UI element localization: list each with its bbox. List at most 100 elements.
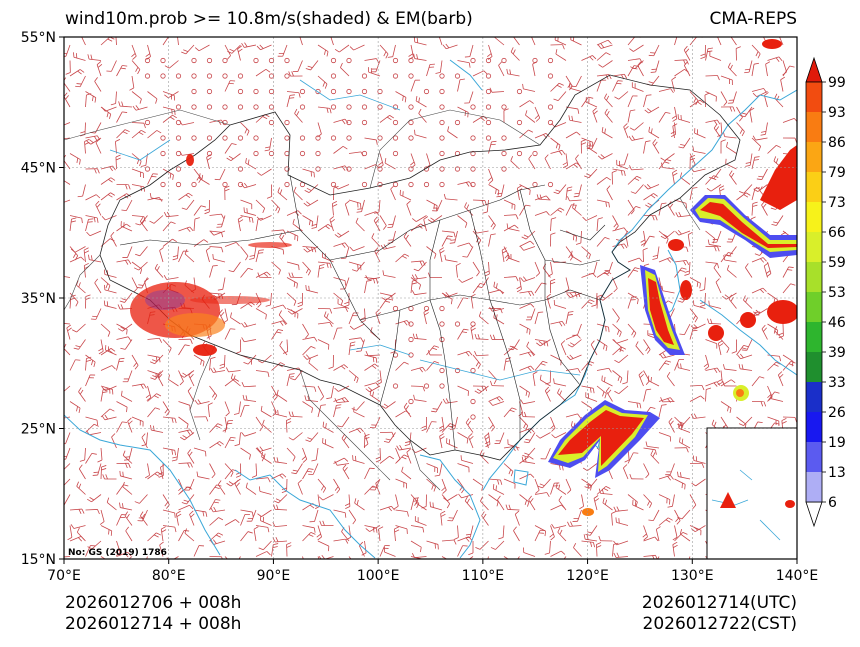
wind-barb <box>162 221 176 232</box>
wind-barb <box>472 354 481 369</box>
wind-barb <box>348 261 362 271</box>
wind-barb <box>276 389 288 402</box>
wind-barb <box>297 479 303 495</box>
wind-barb <box>756 168 768 180</box>
wind-barb <box>534 106 541 122</box>
wind-barb <box>178 192 193 201</box>
wind-barb <box>427 350 443 356</box>
wind-barb <box>717 340 724 356</box>
wind-barb <box>449 230 458 244</box>
wind-barb <box>426 361 440 371</box>
wind-barb <box>457 60 471 68</box>
wind-barb <box>650 60 660 73</box>
wind-barb <box>287 308 303 315</box>
wind-barb <box>178 401 191 411</box>
wind-barb <box>474 351 489 357</box>
wind-barb <box>691 478 706 487</box>
wind-barb <box>162 525 177 533</box>
wind-barb <box>99 509 105 525</box>
wind-barb <box>131 184 146 192</box>
wind-barb <box>317 75 328 89</box>
wind-barb <box>100 165 116 172</box>
wind-barb <box>457 385 469 396</box>
wind-barb <box>73 339 86 350</box>
calm-marker <box>470 414 476 420</box>
wind-barb <box>116 462 131 469</box>
wind-barb <box>100 277 111 291</box>
wind-barb <box>406 200 412 216</box>
wind-barb <box>415 95 427 108</box>
wind-barb <box>302 336 318 342</box>
wind-barb <box>689 462 705 469</box>
wind-barb <box>767 323 779 336</box>
wind-barb <box>333 306 349 312</box>
wind-barb <box>187 449 195 464</box>
calm-marker <box>377 135 383 141</box>
wind-barb <box>162 339 172 353</box>
wind-barb <box>517 556 520 559</box>
wind-barb <box>184 528 195 542</box>
wind-barb <box>443 494 458 502</box>
wind-barb <box>534 261 540 277</box>
calm-marker <box>253 150 259 157</box>
wind-barb <box>635 341 644 356</box>
wind-barb <box>438 416 445 432</box>
wind-barb <box>179 150 195 156</box>
wind-barb <box>705 261 720 269</box>
wind-barb <box>75 75 86 88</box>
wind-barb <box>209 532 224 542</box>
wind-barb <box>752 91 768 98</box>
wind-barb <box>441 478 447 494</box>
wind-barb <box>460 455 474 464</box>
wind-barb <box>100 106 112 119</box>
wind-barb <box>224 328 236 340</box>
wind-barb <box>725 158 737 170</box>
wind-barb <box>150 425 164 433</box>
wind-barb <box>426 199 438 211</box>
wind-barb <box>348 337 364 343</box>
wind-barb <box>423 309 429 325</box>
calm-marker <box>191 73 197 79</box>
wind-barb <box>478 311 489 325</box>
wind-barb <box>286 94 295 108</box>
wind-barb <box>443 193 458 201</box>
wind-barb <box>178 530 190 542</box>
wind-barb <box>294 108 303 123</box>
wind-barb <box>519 351 535 357</box>
calm-marker <box>439 150 445 157</box>
wind-barb <box>344 494 351 509</box>
wind-barb <box>209 385 218 400</box>
calm-marker <box>191 135 197 141</box>
wind-barb <box>178 250 189 263</box>
wind-barb <box>370 327 381 340</box>
wind-barb <box>181 44 195 55</box>
wind-barb <box>643 339 651 354</box>
wind-barb <box>210 506 226 513</box>
wind-barb <box>159 247 164 263</box>
wind-barb <box>352 261 365 272</box>
wind-barb <box>550 137 561 151</box>
colorbar-label: 59 <box>828 255 846 271</box>
calm-marker <box>485 88 492 95</box>
wind-barb <box>767 361 781 371</box>
wind-barb <box>127 417 133 433</box>
colorbar-segment <box>806 112 822 142</box>
wind-barb <box>442 398 458 404</box>
wind-barb <box>81 37 86 46</box>
wind-barb <box>349 323 365 330</box>
calm-marker <box>253 57 259 64</box>
wind-barb <box>751 401 767 407</box>
wind-barb <box>569 83 582 92</box>
wind-barb <box>262 419 272 433</box>
wind-barb <box>69 292 79 307</box>
wind-barb <box>240 447 251 460</box>
wind-barb <box>395 478 408 489</box>
probability-shading <box>130 39 797 516</box>
wind-barb <box>94 278 102 294</box>
wind-barb <box>124 447 133 461</box>
wind-barb <box>528 154 536 170</box>
wind-barb <box>70 524 86 529</box>
wind-barb <box>590 340 598 356</box>
wind-barb <box>519 240 535 247</box>
colorbar-label: 99 <box>828 75 846 91</box>
